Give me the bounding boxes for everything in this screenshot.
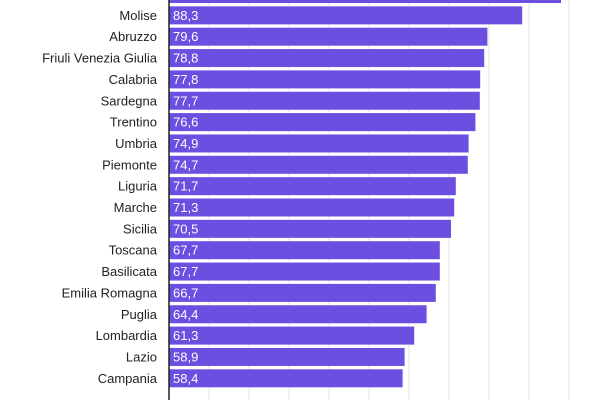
bar	[169, 6, 523, 25]
value-label: 66,7	[173, 285, 198, 300]
bar	[169, 326, 415, 345]
category-label: Trentino	[110, 115, 157, 130]
bar	[169, 134, 469, 153]
value-label: 77,7	[173, 93, 198, 108]
value-label: 74,7	[173, 157, 198, 172]
bar	[169, 219, 451, 238]
category-label: Sardegna	[101, 93, 158, 108]
value-label: 67,7	[173, 243, 198, 258]
bar	[169, 347, 405, 366]
value-label: 78,8	[173, 51, 198, 66]
category-label: Molise	[119, 8, 157, 23]
category-label: Lazio	[126, 349, 157, 364]
category-label: Toscana	[109, 243, 158, 258]
value-label: 67,7	[173, 264, 198, 279]
value-label: 61,3	[173, 328, 198, 343]
category-label: Basilicata	[101, 264, 157, 279]
bar	[169, 27, 488, 46]
bar	[169, 155, 468, 174]
category-label: Campania	[98, 371, 158, 386]
category-label: Emilia Romagna	[62, 285, 158, 300]
category-label: Marche	[114, 200, 157, 215]
bar	[169, 0, 561, 3]
bar	[169, 49, 485, 68]
bar	[169, 113, 476, 132]
category-label: Friuli Venezia Giulia	[42, 51, 158, 66]
labels: Molise 88,3 Abruzzo 79,6 Friuli Venezia Giul…	[42, 8, 198, 386]
bar	[169, 283, 436, 302]
category-label: Umbria	[115, 136, 158, 151]
value-label: 58,4	[173, 371, 198, 386]
value-label: 58,9	[173, 349, 198, 364]
bar	[169, 91, 480, 110]
bars	[169, 0, 561, 388]
value-label: 70,5	[173, 221, 198, 236]
category-label: Abruzzo	[109, 29, 157, 44]
bar	[169, 177, 456, 196]
bar	[169, 70, 481, 89]
value-label: 64,4	[173, 307, 198, 322]
bar	[169, 198, 455, 217]
value-label: 77,8	[173, 72, 198, 87]
category-label: Lombardia	[96, 328, 158, 343]
value-label: 88,3	[173, 8, 198, 23]
value-label: 79,6	[173, 29, 198, 44]
category-label: Sicilia	[123, 221, 158, 236]
bar	[169, 241, 440, 260]
category-label: Puglia	[121, 307, 158, 322]
value-label: 74,9	[173, 136, 198, 151]
value-label: 76,6	[173, 115, 198, 130]
bar	[169, 369, 403, 388]
bar	[169, 262, 440, 281]
category-label: Calabria	[109, 72, 158, 87]
value-label: 71,3	[173, 200, 198, 215]
value-label: 71,7	[173, 179, 198, 194]
category-label: Piemonte	[102, 157, 157, 172]
category-label: Liguria	[118, 179, 158, 194]
bar	[169, 305, 427, 324]
